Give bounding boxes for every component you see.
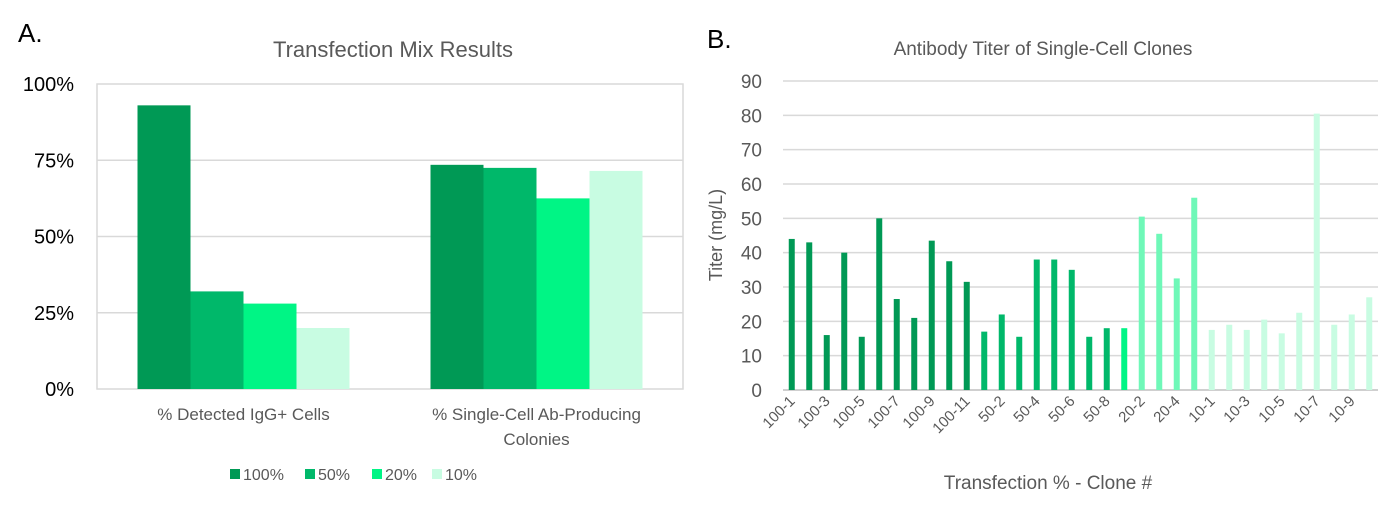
panel-label-a: A. xyxy=(18,18,43,48)
y-tick-label-b: 80 xyxy=(741,106,762,127)
bar-clone-10-8 xyxy=(1331,324,1338,390)
y-tick-label-b: 20 xyxy=(741,312,762,333)
x-tick-label-b: 10-5 xyxy=(1255,393,1288,426)
x-tick-label-b: 20-4 xyxy=(1150,393,1183,426)
bar-clone-20-2 xyxy=(1138,216,1145,390)
bar-20pct-group-1 xyxy=(243,303,297,389)
y-axis-label-b: Titer (mg/L) xyxy=(706,189,726,281)
legend-swatch-100pct xyxy=(230,469,240,479)
x-tick-label-b: 50-6 xyxy=(1045,393,1078,426)
y-tick-label-b: 60 xyxy=(741,175,762,196)
x-tick-label-b: 10-1 xyxy=(1185,393,1218,426)
legend-swatch-20pct xyxy=(372,469,382,479)
x-tick-label-b: 100-5 xyxy=(829,393,868,432)
bar-clone-20-4 xyxy=(1173,278,1180,390)
x-tick-label-b: 10-9 xyxy=(1325,393,1358,426)
x-category-label-a: % Detected IgG+ Cells xyxy=(157,405,329,424)
bar-clone-20-3 xyxy=(1156,233,1163,390)
x-tick-label-b: 100-7 xyxy=(864,393,903,432)
legend-swatch-50pct xyxy=(305,469,315,479)
bar-clone-100-1 xyxy=(788,238,795,390)
y-tick-label-b: 50 xyxy=(741,209,762,230)
bar-clone-50-1 xyxy=(981,331,988,390)
legend-swatch-10pct xyxy=(432,469,442,479)
bar-clone-50-3 xyxy=(1016,336,1023,390)
bar-clone-10-3 xyxy=(1243,329,1250,390)
x-tick-label-b: 50-8 xyxy=(1080,393,1113,426)
bar-clone-50-5 xyxy=(1051,259,1058,390)
bar-clone-10-10 xyxy=(1366,297,1373,390)
bar-clone-10-4 xyxy=(1261,319,1268,390)
bar-clone-100-7 xyxy=(893,299,900,390)
bar-clone-100-9 xyxy=(928,240,935,390)
legend-label-100pct: 100% xyxy=(243,467,284,484)
x-axis-label-b: Transfection % - Clone # xyxy=(944,473,1153,494)
y-tick-label-b: 90 xyxy=(741,72,762,93)
bar-clone-100-4 xyxy=(841,252,848,390)
x-tick-label-b: 50-4 xyxy=(1010,393,1043,426)
bar-clone-10-9 xyxy=(1348,314,1355,390)
x-category-label-a: % Single-Cell Ab-Producing xyxy=(432,405,641,424)
bar-50pct-group-2 xyxy=(483,167,537,389)
bar-clone-50-7 xyxy=(1086,336,1093,390)
bar-clone-50-4 xyxy=(1033,259,1040,390)
bar-50pct-group-1 xyxy=(190,291,244,389)
bar-clone-50-8 xyxy=(1103,328,1110,390)
bar-clone-100-6 xyxy=(876,218,883,390)
y-tick-label-b: 30 xyxy=(741,278,762,299)
bar-clone-10-2 xyxy=(1226,324,1233,390)
legend-label-50pct: 50% xyxy=(318,467,350,484)
bar-clone-10-1 xyxy=(1208,329,1215,390)
x-tick-label-b: 100-1 xyxy=(759,393,798,432)
legend-label-20pct: 20% xyxy=(385,467,417,484)
y-tick-label-b: 70 xyxy=(741,141,762,162)
bar-clone-100-5 xyxy=(858,336,865,390)
chart-title-a: Transfection Mix Results xyxy=(273,37,513,62)
bar-100pct-group-2 xyxy=(430,164,484,389)
y-tick-label-a: 100% xyxy=(23,74,74,96)
bar-clone-100-11 xyxy=(963,281,970,390)
y-tick-label-a: 75% xyxy=(34,150,74,172)
x-tick-label-b: 10-3 xyxy=(1220,393,1253,426)
bar-clone-20-1 xyxy=(1121,328,1128,390)
bar-clone-50-6 xyxy=(1068,269,1075,390)
bar-10pct-group-2 xyxy=(589,170,643,389)
legend-label-10pct: 10% xyxy=(445,467,477,484)
x-tick-label-b: 100-11 xyxy=(929,393,973,437)
bar-clone-100-8 xyxy=(911,317,918,390)
x-tick-label-b: 20-2 xyxy=(1115,393,1148,426)
y-tick-label-a: 0% xyxy=(45,379,74,401)
bar-100pct-group-1 xyxy=(137,105,191,389)
bar-clone-10-5 xyxy=(1278,333,1285,390)
y-tick-label-a: 25% xyxy=(34,303,74,325)
y-tick-label-a: 50% xyxy=(34,227,74,249)
bar-clone-10-6 xyxy=(1296,312,1303,390)
x-category-label-a: Colonies xyxy=(503,430,569,449)
bar-clone-50-2 xyxy=(998,314,1005,390)
x-tick-label-b: 50-2 xyxy=(975,393,1008,426)
bar-20pct-group-2 xyxy=(536,198,590,389)
x-tick-label-b: 10-7 xyxy=(1290,393,1323,426)
bar-clone-10-7 xyxy=(1313,113,1320,390)
chart-title-b: Antibody Titer of Single-Cell Clones xyxy=(894,39,1193,60)
bar-clone-100-3 xyxy=(823,335,830,390)
panel-label-b: B. xyxy=(707,24,732,54)
x-tick-label-b: 100-3 xyxy=(794,393,833,432)
bar-clone-20-5 xyxy=(1191,197,1198,390)
bar-10pct-group-1 xyxy=(296,328,350,389)
y-tick-label-b: 40 xyxy=(741,244,762,265)
bar-clone-100-2 xyxy=(806,242,813,390)
y-tick-label-b: 10 xyxy=(741,347,762,368)
bar-clone-100-10 xyxy=(946,261,953,390)
y-tick-label-b: 0 xyxy=(751,381,762,402)
